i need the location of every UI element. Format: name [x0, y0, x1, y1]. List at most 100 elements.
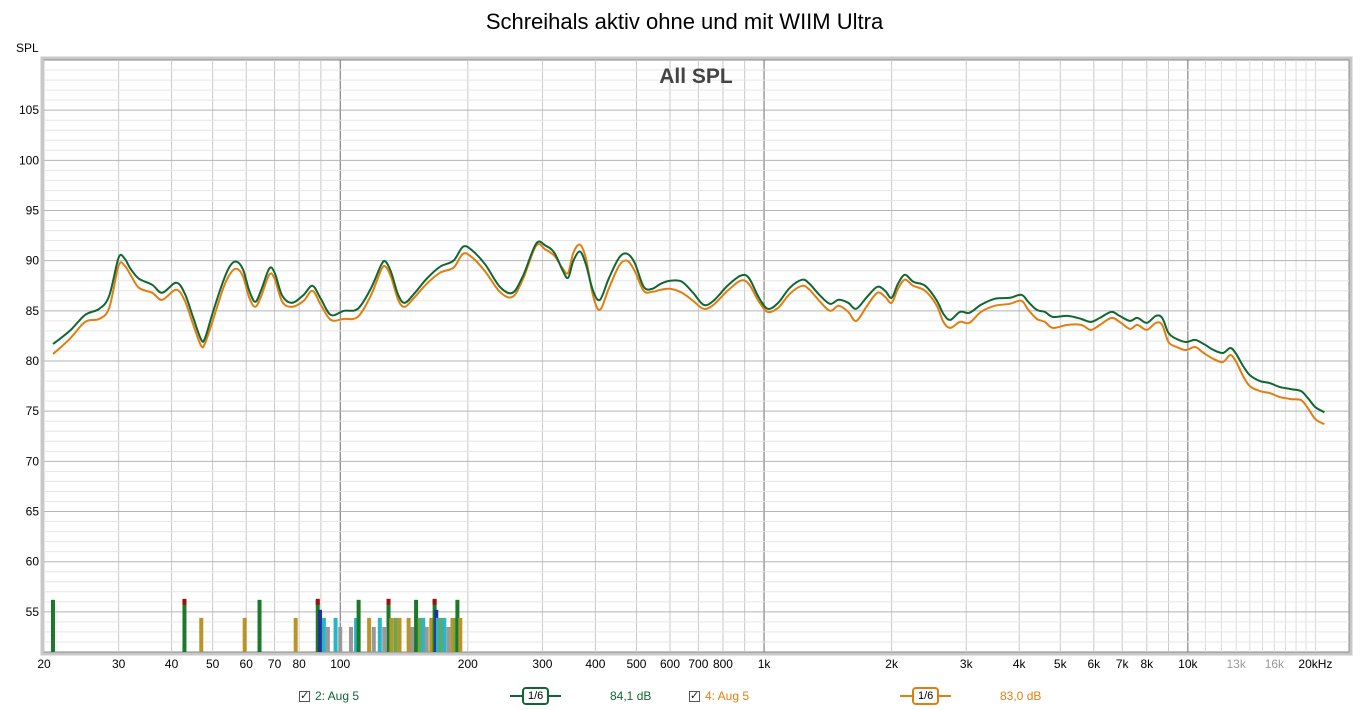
bar-mark	[333, 617, 338, 652]
x-tick-label: 200	[458, 657, 478, 671]
bar-mark	[397, 617, 402, 652]
x-tick-label: 100	[330, 657, 350, 671]
bar-cap-mark	[386, 598, 391, 605]
x-tick-label: 16k	[1265, 657, 1285, 671]
bar-mark	[393, 617, 398, 652]
y-axis-label: SPL	[16, 41, 39, 55]
bar-mark	[382, 626, 387, 652]
bar-mark	[318, 609, 323, 652]
bar-mark	[439, 617, 444, 652]
bar-mark	[338, 626, 343, 652]
bar-mark	[442, 617, 447, 652]
x-tick-label: 6k	[1087, 657, 1101, 671]
x-tick-label: 7k	[1116, 657, 1130, 671]
y-tick-label: 100	[19, 153, 39, 167]
bar-mark	[455, 599, 460, 652]
bar-mark	[406, 617, 411, 652]
series-1-line-right	[549, 695, 562, 697]
x-tick-label: 2k	[885, 657, 899, 671]
y-tick-label: 85	[26, 304, 40, 318]
x-tick-label: 20kHz	[1298, 657, 1332, 671]
legend-series-1: 2: Aug 5	[299, 686, 359, 706]
bar-mark	[386, 599, 391, 652]
series-line-4-aug-5	[52, 243, 1325, 426]
bar-mark	[293, 617, 298, 652]
x-tick-label: 70	[268, 657, 282, 671]
chart-title: Schreihals aktiv ohne und mit WIIM Ultra	[485, 9, 884, 34]
x-tick-label: 300	[532, 657, 552, 671]
y-tick-label: 60	[26, 555, 40, 569]
bar-mark	[321, 617, 326, 652]
series-2-smoothing-value: 1/6	[912, 687, 940, 705]
x-tick-label: 30	[112, 657, 126, 671]
bar-mark	[356, 599, 361, 652]
bar-cap-mark	[315, 598, 320, 605]
x-tick-label: 8k	[1140, 657, 1154, 671]
bar-mark	[257, 599, 262, 652]
x-tick-label: 600	[660, 657, 680, 671]
series-1-line-left	[510, 695, 522, 697]
series-1-smoothing[interactable]: 1/6	[510, 686, 562, 706]
y-tick-label: 105	[19, 103, 39, 117]
y-tick-label: 65	[26, 505, 40, 519]
bar-mark	[446, 626, 451, 652]
series-2-level-value: 83,0 dB	[1000, 689, 1042, 703]
x-tick-label: 60	[240, 657, 254, 671]
x-tick-label: 40	[165, 657, 179, 671]
bar-mark	[410, 626, 415, 652]
bar-mark	[424, 626, 429, 652]
bar-mark	[325, 626, 330, 652]
x-tick-label: 500	[626, 657, 646, 671]
tick-layer: 55 60 65 70 75 80 85 90 95 100 105 20 30 40 50 60 70 80 10…	[19, 103, 1332, 671]
series-2-checkbox[interactable]	[689, 689, 700, 702]
bar-cap-mark	[432, 598, 437, 605]
bar-mark	[377, 617, 382, 652]
y-tick-label: 80	[26, 354, 40, 368]
bar-mark	[315, 599, 320, 652]
plot-frame-shadow	[40, 56, 1353, 656]
bar-mark	[242, 617, 247, 652]
x-tick-label: 13k	[1226, 657, 1246, 671]
series-2-line-left	[900, 695, 912, 697]
series-2-smoothing[interactable]: 1/6	[900, 686, 952, 706]
series-2-line-right	[939, 695, 952, 697]
bar-mark	[199, 617, 204, 652]
bar-mark	[367, 617, 372, 652]
x-tick-label: 400	[585, 657, 605, 671]
bar-mark	[389, 617, 394, 652]
bar-mark	[421, 617, 426, 652]
bar-mark	[458, 617, 463, 652]
bar-mark	[354, 617, 359, 652]
bar-mark	[435, 617, 440, 652]
bar-mark	[50, 599, 55, 652]
bar-mark	[182, 599, 187, 652]
y-tick-label: 95	[26, 204, 40, 218]
x-tick-label: 10k	[1178, 657, 1198, 671]
x-tick-label: 1k	[758, 657, 772, 671]
bars-layer	[50, 598, 463, 652]
bar-mark	[417, 617, 422, 652]
series-2-level: 83,0 dB	[1000, 686, 1041, 706]
bar-mark	[348, 626, 353, 652]
x-tick-label: 50	[206, 657, 220, 671]
x-tick-label: 4k	[1013, 657, 1027, 671]
series-1-label: 2: Aug 5	[315, 689, 360, 703]
series-1-level-value: 84,1 dB	[610, 689, 652, 703]
x-tick-label: 5k	[1054, 657, 1068, 671]
series-layer	[52, 240, 1325, 426]
x-tick-label: 700	[688, 657, 708, 671]
grid-layer	[43, 60, 1349, 652]
series-line-2-aug-5	[52, 240, 1325, 414]
x-tick-label: 80	[292, 657, 306, 671]
x-tick-label: 3k	[960, 657, 974, 671]
y-tick-label: 90	[26, 254, 40, 268]
y-tick-label: 70	[26, 454, 40, 468]
chart-subtitle: All SPL	[659, 65, 733, 88]
bar-mark	[414, 599, 419, 652]
plot-area	[43, 59, 1350, 653]
x-tick-label: 20	[37, 657, 51, 671]
bar-mark	[429, 617, 434, 652]
bar-mark	[371, 626, 376, 652]
series-1-checkbox[interactable]	[299, 689, 310, 702]
